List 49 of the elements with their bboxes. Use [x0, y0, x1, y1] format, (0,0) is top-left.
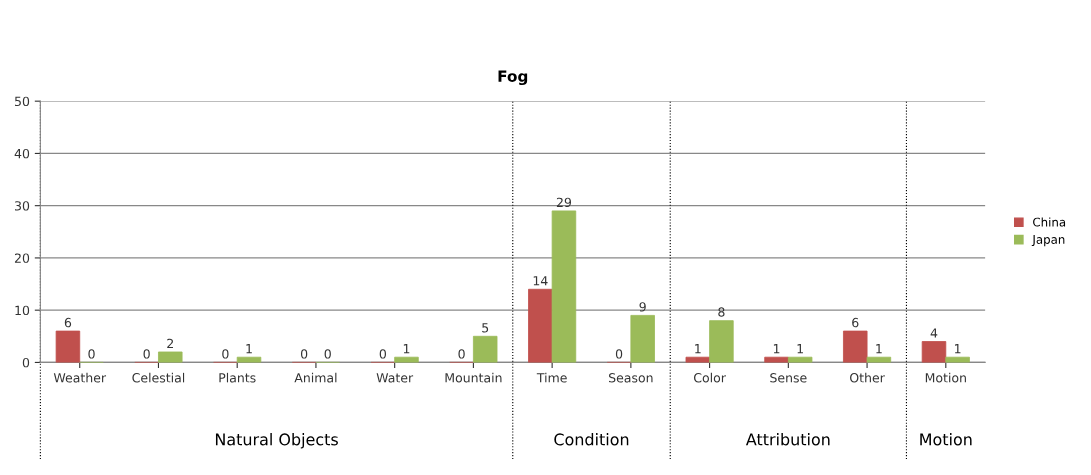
- x-tick-label: Color: [693, 372, 726, 383]
- data-label: 2: [167, 338, 173, 348]
- x-tick-label: Animal: [294, 372, 337, 383]
- legend-label: Japan: [1031, 235, 1065, 247]
- data-label: 1: [246, 344, 252, 354]
- x-tick-label: Water: [376, 373, 414, 383]
- legend-label: China: [1033, 217, 1066, 227]
- data-label: 1: [773, 344, 780, 354]
- data-label: 0: [324, 349, 331, 359]
- data-label: 0: [458, 349, 465, 359]
- x-tick-label: Weather: [53, 372, 107, 383]
- x-tick-label: Time: [536, 372, 567, 383]
- x-tick-label: Celestial: [132, 372, 185, 383]
- data-label: 29: [556, 197, 572, 208]
- data-label: 14: [533, 276, 548, 286]
- data-label: 0: [300, 349, 308, 359]
- data-label: 4: [930, 328, 938, 338]
- data-label: 6: [852, 317, 859, 328]
- x-tick-label: Plants: [219, 372, 256, 383]
- data-label: 8: [718, 307, 725, 317]
- data-label: 0: [222, 349, 229, 359]
- x-tick-label: Mountain: [445, 372, 502, 383]
- y-tick-label: 40: [14, 148, 30, 159]
- x-tick-label: Other: [850, 372, 885, 383]
- text: Condition: [554, 433, 629, 446]
- chart-title: Fog: [498, 70, 528, 86]
- y-tick-label: 50: [15, 96, 30, 107]
- x-tick-label: Sense: [770, 373, 807, 383]
- data-label: 5: [482, 323, 489, 333]
- y-tick-label: 20: [14, 253, 30, 263]
- y-tick-label: 0: [22, 357, 30, 368]
- text: Attribution: [745, 433, 830, 446]
- data-label: 0: [615, 349, 623, 359]
- x-tick-label: Motion: [925, 372, 966, 383]
- data-label: 0: [88, 349, 95, 359]
- text: Motion: [920, 433, 972, 446]
- data-label: 1: [955, 344, 961, 354]
- y-tick-label: 30: [15, 201, 30, 211]
- data-label: 1: [695, 344, 701, 354]
- data-label: 6: [64, 317, 72, 328]
- data-label: 1: [797, 344, 803, 354]
- data-label: 0: [379, 349, 387, 359]
- data-label: 1: [876, 344, 882, 354]
- y-tick-label: 10: [15, 305, 30, 316]
- text: Natural Objects: [215, 433, 338, 449]
- x-tick-label: Season: [609, 373, 653, 383]
- data-label: 1: [403, 344, 410, 354]
- data-label: 0: [143, 349, 150, 359]
- data-label: 9: [639, 302, 646, 312]
